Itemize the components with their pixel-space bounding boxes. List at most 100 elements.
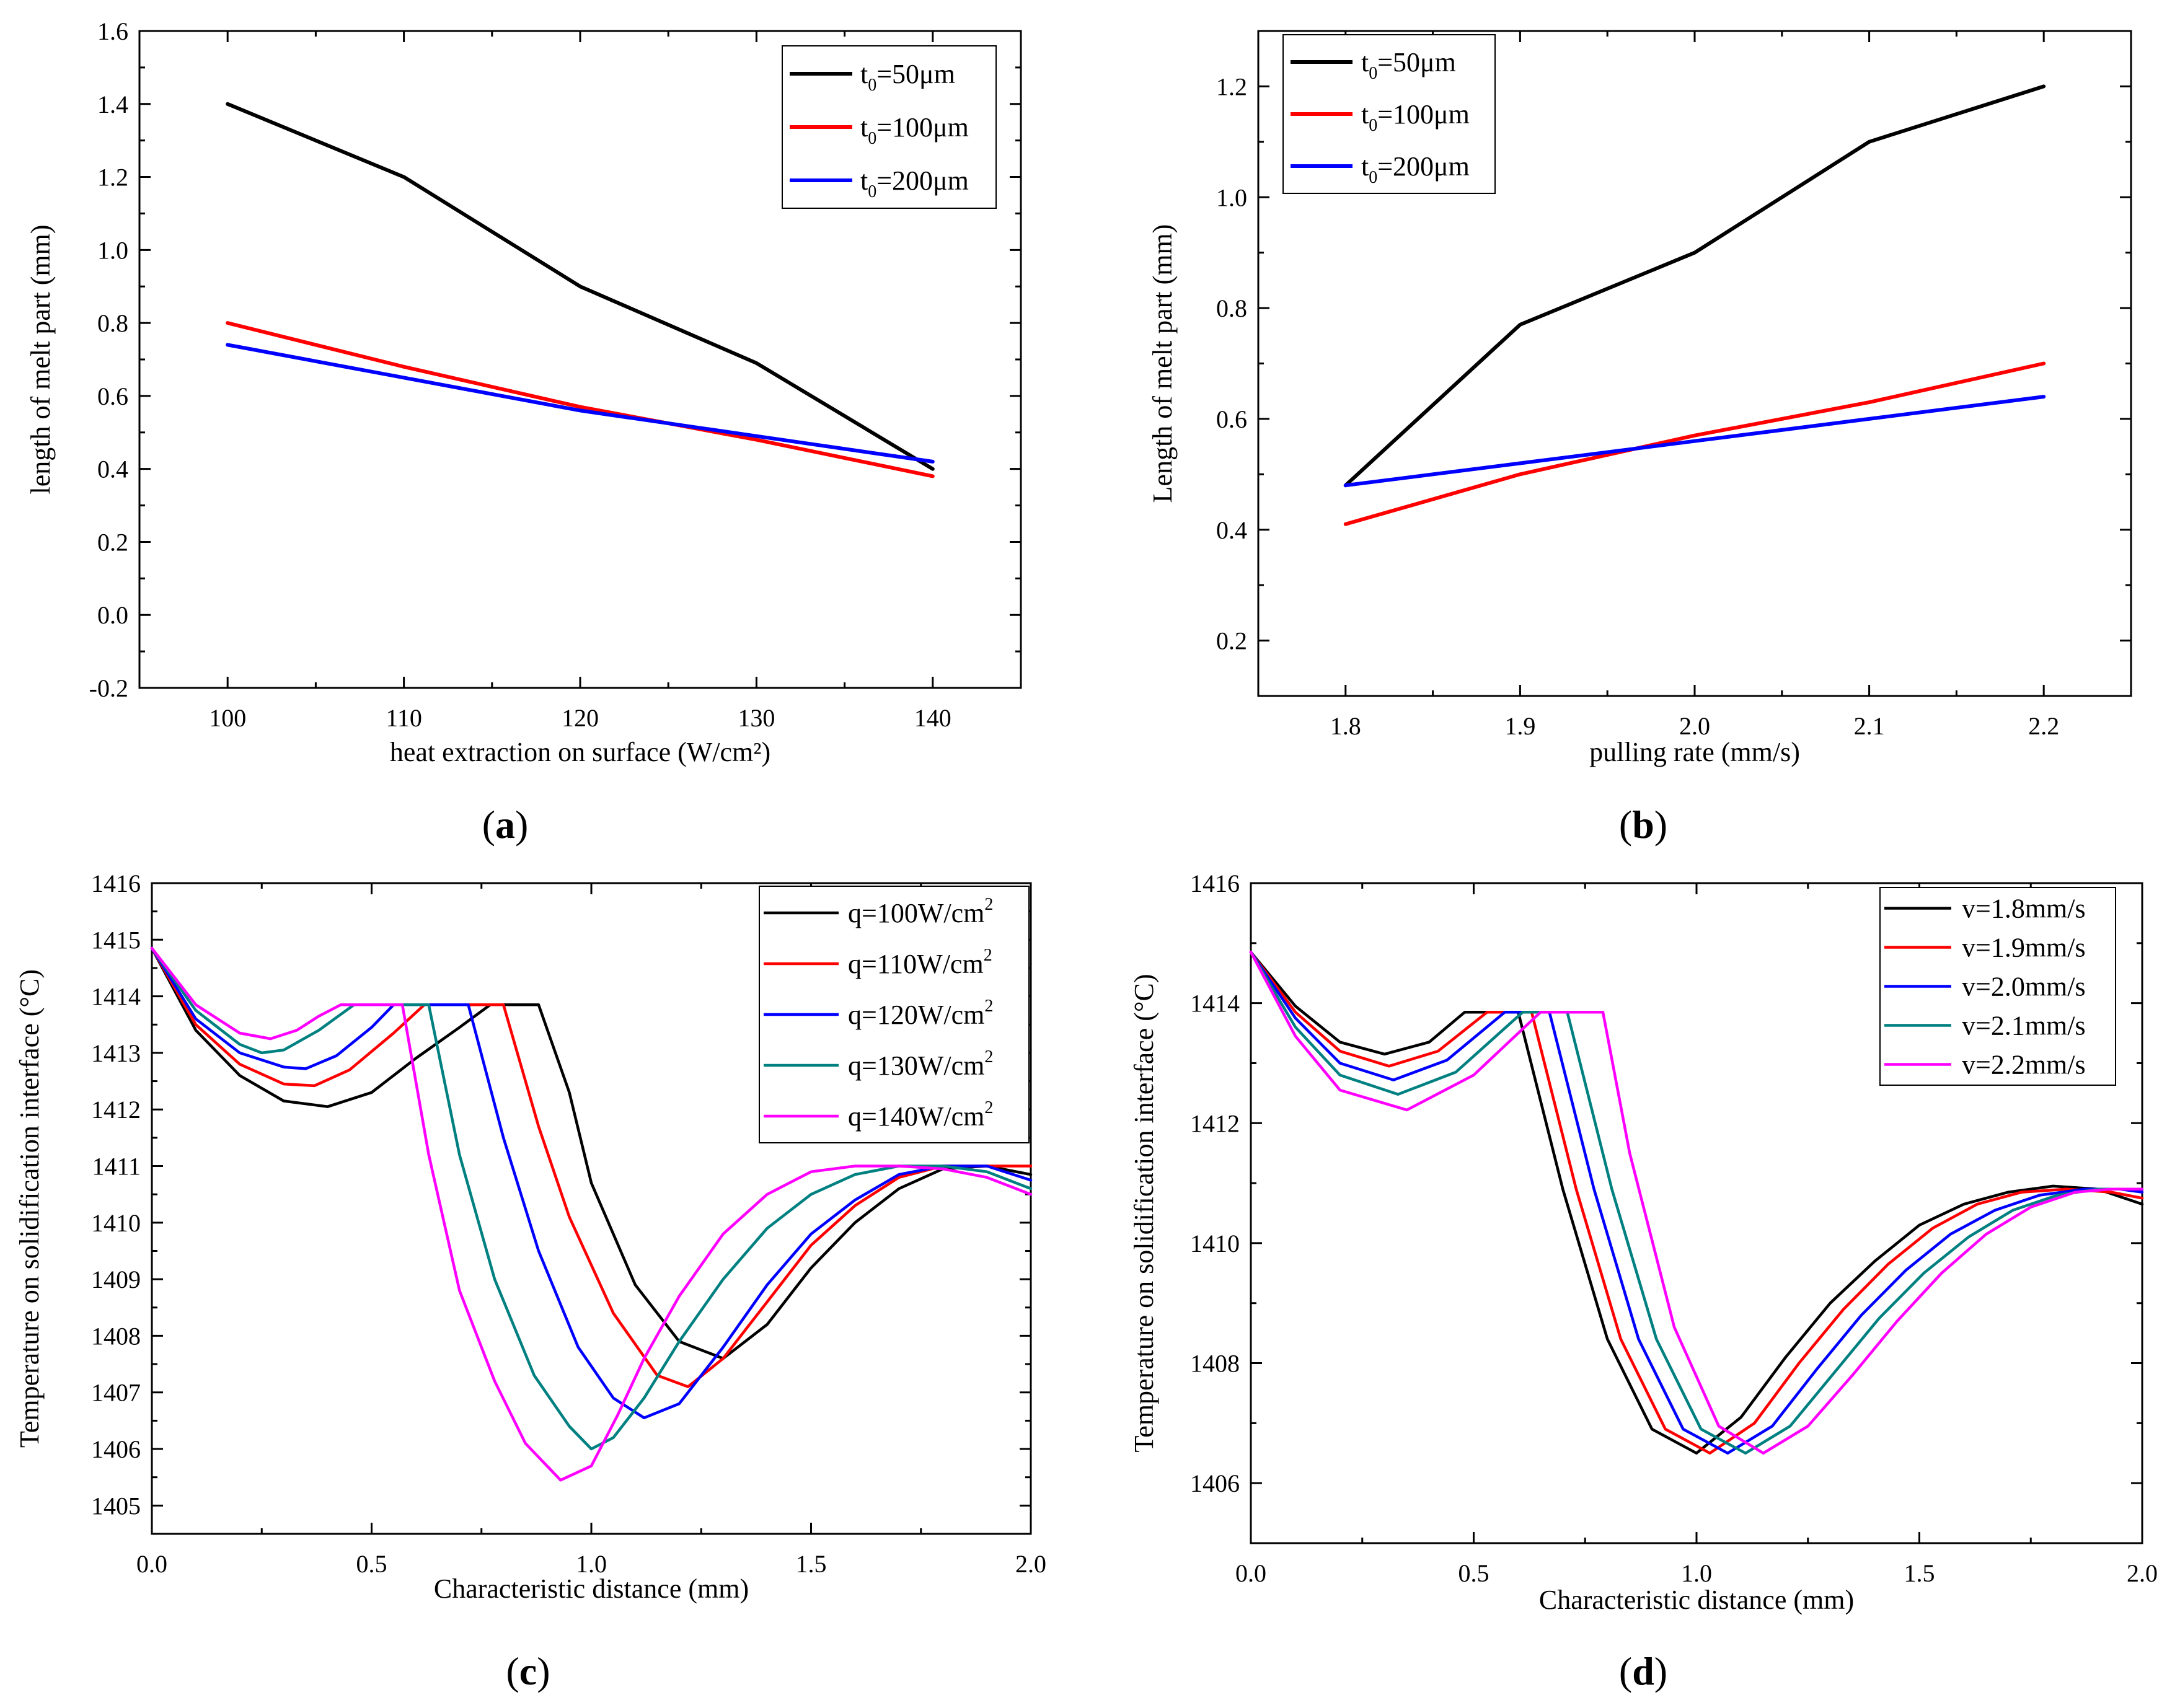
y-tick-label: 1406 <box>91 1435 141 1463</box>
series-line-v-1-9mm-s <box>1249 951 2144 1455</box>
x-tick-label: 1.8 <box>1330 712 1361 740</box>
y-tick-label: 0.2 <box>1216 627 1247 655</box>
series-line-t0-50-m <box>226 102 935 471</box>
legend-label: t0=100μm <box>1361 99 1470 135</box>
y-tick-label: 1410 <box>91 1209 141 1237</box>
y-tick-label: 0.6 <box>97 382 128 410</box>
y-tick-label: 0.8 <box>97 309 128 337</box>
legend-label: v=1.9mm/s <box>1962 933 2086 963</box>
series-line-t0-200-m <box>1343 395 2046 488</box>
x-axis-label: Characteristic distance (mm) <box>1539 1585 1854 1615</box>
series-line-q-110w-cm2 <box>150 946 1033 1388</box>
x-tick-label: 2.0 <box>1015 1550 1046 1578</box>
legend-label: q=120W/cm2 <box>848 997 993 1030</box>
panel-label-b: (b) <box>1619 803 1667 847</box>
panel-label-a: (a) <box>482 803 529 847</box>
y-tick-label: 1414 <box>91 983 141 1011</box>
series-line-t0-100-m <box>1343 361 2046 526</box>
y-axis-label: Temperature on solidification interface … <box>1129 974 1159 1453</box>
y-tick-label: 1.0 <box>1216 183 1247 211</box>
x-tick-label: 2.1 <box>1854 712 1885 740</box>
chart-c: 0.0 0.5 1.0 1.5 2.0 1405 1406 1407 1408 1409 1410 1… <box>14 869 1046 1604</box>
legend-label: q=130W/cm2 <box>848 1047 993 1081</box>
legend-label: q=100W/cm2 <box>848 895 993 928</box>
x-tick-label: 120 <box>562 704 599 732</box>
legend: v=1.8mm/s v=1.9mm/s v=2.0mm/s v=2.1mm/s v=2.… <box>1879 887 2116 1086</box>
x-axis-label: Characteristic distance (mm) <box>434 1574 749 1604</box>
y-tick-label: 1409 <box>91 1266 141 1293</box>
y-tick-label: 1405 <box>91 1492 141 1520</box>
legend-label: t0=50μm <box>1361 47 1456 83</box>
y-tick-label: 1.2 <box>1216 73 1247 100</box>
y-tick-label: 0.8 <box>1216 294 1247 322</box>
y-tick-label: 1407 <box>91 1379 141 1407</box>
panel-label-c: (c) <box>506 1649 550 1693</box>
legend-label: t0=200μm <box>860 165 969 201</box>
legend-label: v=1.8mm/s <box>1962 894 2086 924</box>
legend-label: q=140W/cm2 <box>848 1098 993 1132</box>
y-tick-label: 1416 <box>1190 869 1240 897</box>
series-line-v-2-2mm-s <box>1249 951 2144 1455</box>
y-tick-label: 1.4 <box>97 90 128 118</box>
y-tick-label: 0.0 <box>97 601 128 629</box>
chart-a: 100 110 120 130 140 -0.2 0.0 0.2 0.4 0.6 0.8 1.0 1.2… <box>25 17 1022 767</box>
chart-d: 0.0 0.5 1.0 1.5 2.0 1406 1408 1410 1412 1414 1416 C… <box>1129 869 2158 1615</box>
legend-label: q=110W/cm2 <box>848 946 992 979</box>
y-tick-label: 1412 <box>1190 1109 1240 1137</box>
x-axis-label: heat extraction on surface (W/cm²) <box>390 737 770 767</box>
series-line-q-120w-cm2 <box>150 946 1033 1420</box>
y-tick-label: 1.6 <box>97 17 128 45</box>
x-tick-label: 110 <box>386 704 422 732</box>
series-line-t0-50-m <box>1343 84 2046 488</box>
y-tick-label: 0.6 <box>1216 405 1247 433</box>
legend-label: v=2.0mm/s <box>1962 972 2086 1002</box>
series-line-q-100w-cm2 <box>150 946 1033 1360</box>
series-line-v-1-8mm-s <box>1249 951 2144 1455</box>
x-tick-label: 1.0 <box>576 1550 607 1578</box>
y-tick-label: 1415 <box>91 926 141 954</box>
legend: t0=50μm t0=100μm t0=200μm <box>782 45 997 209</box>
chart-b: 1.8 1.9 2.0 2.1 2.2 0.2 0.4 0.6 0.8 1.0 1.2 pulling… <box>1147 30 2132 767</box>
x-tick-label: 1.5 <box>796 1550 827 1578</box>
y-tick-label: -0.2 <box>89 674 128 702</box>
y-tick-label: 1413 <box>91 1039 141 1067</box>
y-tick-label: 1.0 <box>97 236 128 264</box>
legend-label: v=2.2mm/s <box>1962 1050 2086 1080</box>
series-line-t0-100-m <box>226 321 935 478</box>
legend-label: t0=50μm <box>860 59 955 95</box>
x-tick-label: 0.0 <box>1235 1559 1266 1587</box>
x-tick-label: 100 <box>209 704 246 732</box>
y-axis-label: length of melt part (mm) <box>25 225 56 495</box>
series-line-v-2-0mm-s <box>1249 951 2144 1455</box>
series-line-t0-200-m <box>226 343 935 464</box>
legend-label: v=2.1mm/s <box>1962 1011 2086 1041</box>
y-tick-label: 1410 <box>1190 1230 1240 1257</box>
y-axis-label: Length of melt part (mm) <box>1147 224 1178 503</box>
y-tick-label: 1408 <box>1190 1350 1240 1378</box>
panel-label-d: (d) <box>1619 1649 1667 1693</box>
series-line-q-130w-cm2 <box>150 946 1033 1451</box>
x-axis-label: pulling rate (mm/s) <box>1589 737 1800 767</box>
x-tick-label: 130 <box>738 704 775 732</box>
x-tick-label: 2.0 <box>1679 712 1710 740</box>
x-tick-label: 0.0 <box>136 1550 167 1578</box>
legend-label: t0=200μm <box>1361 151 1470 187</box>
x-tick-label: 1.0 <box>1681 1559 1712 1587</box>
y-tick-label: 1412 <box>91 1096 141 1124</box>
legend-label: t0=100μm <box>860 112 969 148</box>
y-tick-label: 1.2 <box>97 164 128 191</box>
x-tick-label: 0.5 <box>356 1550 387 1578</box>
legend: q=100W/cm2 q=110W/cm2 q=120W/cm2 q=130W/cm2… <box>759 886 1030 1143</box>
x-tick-label: 0.5 <box>1458 1559 1489 1587</box>
y-tick-label: 1416 <box>91 869 141 897</box>
x-tick-label: 140 <box>914 704 951 732</box>
y-tick-label: 1414 <box>1190 990 1240 1018</box>
legend: t0=50μm t0=100μm t0=200μm <box>1282 34 1496 194</box>
x-tick-label: 2.0 <box>2127 1559 2158 1587</box>
x-tick-label: 1.5 <box>1904 1559 1935 1587</box>
y-axis-label: Temperature on solidification interface … <box>14 969 45 1448</box>
y-tick-label: 0.4 <box>97 456 128 483</box>
y-tick-label: 1408 <box>91 1322 141 1350</box>
x-tick-label: 1.9 <box>1504 712 1535 740</box>
